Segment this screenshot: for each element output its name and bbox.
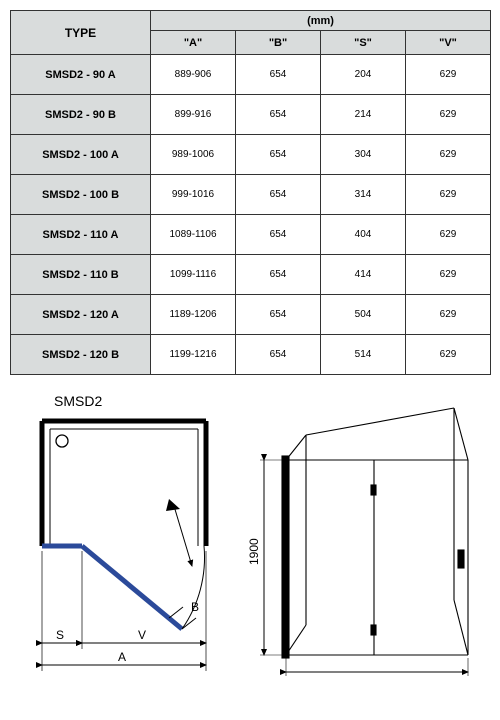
- val-cell: 899-916: [151, 95, 236, 135]
- val-cell: 989-1006: [151, 135, 236, 175]
- val-cell: 1089-1106: [151, 215, 236, 255]
- type-cell: SMSD2 - 110 B: [11, 255, 151, 295]
- table-row: SMSD2 - 100 A 989-1006 654 304 629: [11, 135, 491, 175]
- val-cell: 999-1016: [151, 175, 236, 215]
- type-cell: SMSD2 - 120 A: [11, 295, 151, 335]
- col-s: "S": [321, 31, 406, 55]
- dim-s-label: S: [56, 628, 64, 642]
- type-cell: SMSD2 - 110 A: [11, 215, 151, 255]
- col-b: "B": [236, 31, 321, 55]
- val-cell: 654: [236, 335, 321, 375]
- table-row: SMSD2 - 110 A 1089-1106 654 404 629: [11, 215, 491, 255]
- val-cell: 654: [236, 295, 321, 335]
- val-cell: 404: [321, 215, 406, 255]
- val-cell: 1099-1116: [151, 255, 236, 295]
- type-cell: SMSD2 - 100 B: [11, 175, 151, 215]
- val-cell: 654: [236, 135, 321, 175]
- table-row: SMSD2 - 120 B 1199-1216 654 514 629: [11, 335, 491, 375]
- val-cell: 304: [321, 135, 406, 175]
- col-v: "V": [406, 31, 491, 55]
- val-cell: 629: [406, 55, 491, 95]
- val-cell: 204: [321, 55, 406, 95]
- val-cell: 629: [406, 295, 491, 335]
- top-view-diagram: SMSD2: [14, 393, 224, 685]
- dim-v-label: V: [138, 628, 146, 642]
- val-cell: 214: [321, 95, 406, 135]
- type-header: TYPE: [11, 11, 151, 55]
- val-cell: 889-906: [151, 55, 236, 95]
- table-row: SMSD2 - 120 A 1189-1206 654 504 629: [11, 295, 491, 335]
- table-row: SMSD2 - 90 A 889-906 654 204 629: [11, 55, 491, 95]
- top-view-svg: B S V A: [14, 411, 224, 676]
- val-cell: 629: [406, 95, 491, 135]
- val-cell: 654: [236, 55, 321, 95]
- val-cell: 629: [406, 175, 491, 215]
- table-body: SMSD2 - 90 A 889-906 654 204 629 SMSD2 -…: [11, 55, 491, 375]
- diagram-label: SMSD2: [54, 393, 224, 409]
- col-a: "A": [151, 31, 236, 55]
- val-cell: 1199-1216: [151, 335, 236, 375]
- type-cell: SMSD2 - 100 A: [11, 135, 151, 175]
- val-cell: 629: [406, 215, 491, 255]
- val-cell: 514: [321, 335, 406, 375]
- val-cell: 504: [321, 295, 406, 335]
- perspective-diagram: 1900: [236, 400, 486, 685]
- val-cell: 654: [236, 255, 321, 295]
- perspective-svg: 1900: [236, 400, 486, 685]
- table-row: SMSD2 - 110 B 1099-1116 654 414 629: [11, 255, 491, 295]
- spec-table: TYPE (mm) "A" "B" "S" "V" SMSD2 - 90 A 8…: [10, 10, 491, 375]
- val-cell: 654: [236, 95, 321, 135]
- val-cell: 414: [321, 255, 406, 295]
- type-cell: SMSD2 - 90 B: [11, 95, 151, 135]
- val-cell: 1189-1206: [151, 295, 236, 335]
- height-value: 1900: [247, 538, 261, 565]
- val-cell: 629: [406, 255, 491, 295]
- table-row: SMSD2 - 100 B 999-1016 654 314 629: [11, 175, 491, 215]
- table-row: SMSD2 - 90 B 899-916 654 214 629: [11, 95, 491, 135]
- val-cell: 629: [406, 335, 491, 375]
- val-cell: 629: [406, 135, 491, 175]
- val-cell: 654: [236, 175, 321, 215]
- val-cell: 314: [321, 175, 406, 215]
- val-cell: 654: [236, 215, 321, 255]
- diagrams-row: SMSD2: [10, 393, 490, 685]
- dim-a-label: A: [118, 650, 126, 664]
- type-cell: SMSD2 - 120 B: [11, 335, 151, 375]
- dim-b-label: B: [191, 600, 199, 614]
- unit-header: (mm): [151, 11, 491, 31]
- type-cell: SMSD2 - 90 A: [11, 55, 151, 95]
